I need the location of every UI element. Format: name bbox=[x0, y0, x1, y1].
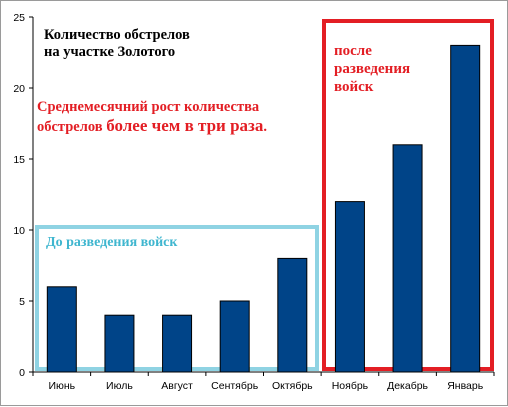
chart-title: Количество обстрелов на участке Золотого bbox=[44, 27, 194, 60]
x-tick-label: Октябрь bbox=[272, 380, 313, 392]
annotation: Среднемесячний рост количества bbox=[37, 99, 260, 115]
bar-6 bbox=[334, 201, 365, 373]
bar-5 bbox=[277, 257, 308, 373]
group-label-before: До разведения войск bbox=[46, 235, 178, 250]
annotation-line-2c: . bbox=[263, 119, 267, 135]
chart-title-line-1: Количество обстрелов bbox=[44, 27, 190, 43]
x-tick-label: Август bbox=[161, 380, 193, 392]
bar-4 bbox=[219, 300, 250, 373]
x-tick-label: Сентябрь bbox=[211, 380, 259, 392]
annotation-line-2a: обстрелов bbox=[37, 119, 106, 135]
x-tick-label: Декабрь bbox=[387, 380, 428, 392]
group-label-after-line-3: войск bbox=[334, 79, 374, 95]
x-ticks: Июнь Июль Август Сентябрь Октябрь Ноябрь Декаб… bbox=[32, 372, 495, 392]
group-label-after-line-1: после bbox=[334, 43, 372, 59]
chart-title-line-2: на участке Золотого bbox=[44, 44, 175, 60]
y-tick-label: 5 bbox=[19, 296, 25, 308]
annotation-line-2b: более чем в три раза bbox=[106, 116, 264, 135]
bar-3 bbox=[162, 314, 193, 373]
annotation-line-1: Среднемесячний рост количества bbox=[37, 99, 260, 115]
bar-2 bbox=[104, 314, 135, 373]
y-tick-label: 25 bbox=[13, 12, 25, 24]
y-tick-label: 15 bbox=[13, 154, 25, 166]
x-tick-label: Ноябрь bbox=[332, 380, 369, 392]
y-tick-label: 20 bbox=[13, 83, 25, 95]
y-tick-label: 10 bbox=[13, 225, 25, 237]
y-ticks: 0 5 10 15 20 25 bbox=[13, 12, 33, 379]
group-label-after: после разведения войск bbox=[334, 43, 414, 95]
group-label-after-line-2: разведения bbox=[334, 61, 410, 77]
y-tick-label: 0 bbox=[19, 367, 25, 379]
x-tick-label: Июль bbox=[106, 380, 133, 392]
bar-1 bbox=[46, 286, 77, 373]
bar-8 bbox=[450, 44, 481, 373]
x-tick-label: Январь bbox=[447, 380, 484, 392]
x-tick-label: Июнь bbox=[48, 380, 75, 392]
annotation-2: обстрелов более чем в три раза. bbox=[37, 116, 267, 135]
bars bbox=[46, 44, 481, 373]
bar-7 bbox=[392, 144, 423, 373]
